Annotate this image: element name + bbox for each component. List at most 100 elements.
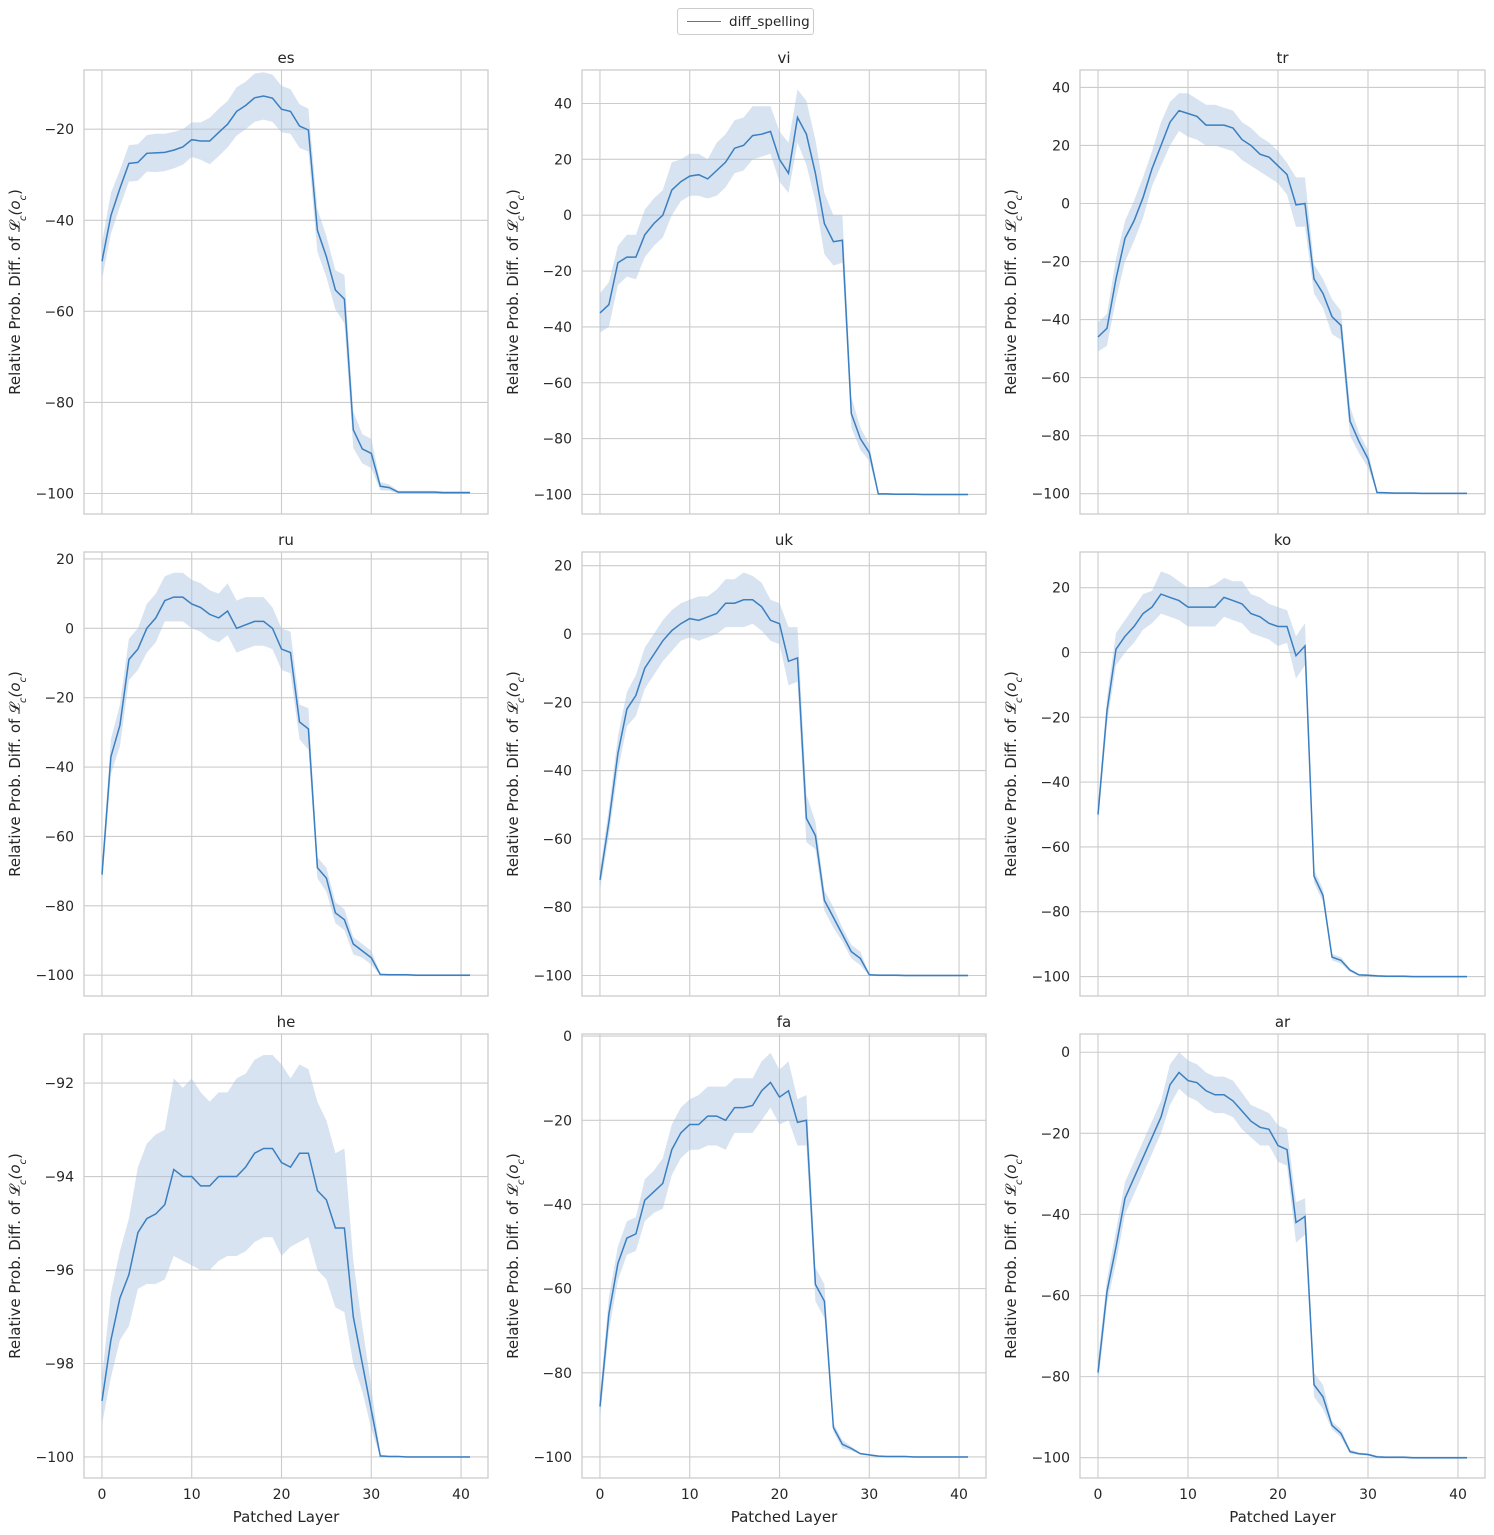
panel-vi: vi −100 −80 −60 −40 −20 0 20 40 Relative Prob. Di…: [504, 49, 987, 515]
y-tick-label: −20: [542, 695, 572, 711]
y-tick-label: 20: [554, 152, 572, 168]
y-tick-label: −80: [542, 432, 572, 448]
axes-frame: [83, 1033, 489, 1479]
y-tick-label: −60: [44, 829, 74, 845]
y-tick-label: −60: [542, 376, 572, 392]
panel-title: ko: [1274, 531, 1291, 549]
y-tick-label: −100: [36, 1450, 74, 1466]
x-tick-label: 40: [452, 1487, 470, 1503]
x-tick-label: 20: [771, 1487, 789, 1503]
x-tick-label: 0: [1094, 1487, 1103, 1503]
y-tick-label: −80: [1040, 429, 1070, 445]
y-tick-label: −100: [36, 487, 74, 503]
panel-title: es: [277, 49, 294, 67]
x-tick-label: 30: [362, 1487, 380, 1503]
y-tick-label: −98: [44, 1356, 74, 1372]
axes-frame: [83, 69, 489, 515]
y-tick-label: −40: [542, 320, 572, 336]
y-tick-label: −60: [542, 832, 572, 848]
y-tick-label: −100: [534, 969, 572, 985]
y-tick-label: −100: [36, 968, 74, 984]
y-tick-label: 40: [1052, 80, 1070, 96]
y-tick-label: −40: [44, 760, 74, 776]
confidence-band: [600, 572, 968, 977]
y-tick-label: −80: [542, 900, 572, 916]
x-tick-label: 0: [97, 1487, 106, 1503]
series-line-diff_spelling: [599, 115, 968, 496]
legend-line-swatch: [687, 21, 721, 22]
y-axis-label: Relative Prob. Diff. of 𝓛c(oc): [504, 1153, 527, 1359]
y-axis-label: Relative Prob. Diff. of 𝓛c(oc): [1002, 189, 1025, 395]
y-tick-label: −80: [542, 1366, 572, 1382]
y-tick-label: 0: [1061, 196, 1070, 212]
y-axis-label: Relative Prob. Diff. of 𝓛c(oc): [1002, 1153, 1025, 1359]
y-tick-label: 20: [1052, 138, 1070, 154]
panel-title: tr: [1276, 49, 1289, 67]
y-tick-label: −100: [1032, 487, 1070, 503]
x-tick-label: 10: [681, 1487, 699, 1503]
panel-title: vi: [777, 49, 790, 67]
x-tick-label: 30: [1359, 1487, 1377, 1503]
x-axis-label: Patched Layer: [233, 1508, 340, 1526]
y-tick-label: −60: [1040, 371, 1070, 387]
y-tick-label: −20: [44, 691, 74, 707]
y-tick-label: 0: [563, 208, 572, 224]
y-tick-label: −100: [1032, 970, 1070, 986]
y-tick-label: −80: [44, 899, 74, 915]
panel-ar: ar −100 −80 −60 −40 −20 0 0 10 20 30 40 Patched Laye…: [1002, 1013, 1486, 1526]
y-tick-label: −20: [1040, 1126, 1070, 1142]
x-tick-label: 10: [183, 1487, 201, 1503]
panel-ru: ru −100 −80 −60 −40 −20 0 20 Relative Prob. Diff…: [6, 531, 489, 997]
series-line-diff_spelling: [101, 1147, 470, 1458]
y-tick-label: −80: [44, 395, 74, 411]
y-tick-label: −60: [542, 1282, 572, 1298]
series-line-diff_spelling: [599, 599, 968, 977]
y-tick-label: 0: [563, 1029, 572, 1045]
y-tick-label: −40: [1040, 313, 1070, 329]
y-tick-label: 20: [1052, 581, 1070, 597]
panel-title: he: [277, 1013, 296, 1031]
y-tick-label: −20: [542, 1113, 572, 1129]
panel-ko: ko −100 −80 −60 −40 −20 0 20 Relative Prob. Diff…: [1002, 531, 1486, 997]
y-tick-label: −100: [1032, 1451, 1070, 1467]
confidence-band: [102, 572, 470, 977]
y-axis-label: Relative Prob. Diff. of 𝓛c(oc): [504, 189, 527, 395]
x-tick-label: 30: [860, 1487, 878, 1503]
y-tick-label: −40: [1040, 775, 1070, 791]
y-axis-label: Relative Prob. Diff. of 𝓛c(oc): [6, 189, 29, 395]
y-tick-label: −20: [542, 264, 572, 280]
y-tick-label: 0: [1061, 1045, 1070, 1061]
y-tick-label: −94: [44, 1170, 74, 1186]
series-line-diff_spelling: [599, 1081, 968, 1458]
y-tick-label: 0: [65, 621, 74, 637]
y-tick-label: −40: [542, 1197, 572, 1213]
axes-frame: [581, 551, 987, 997]
axes-frame: [1079, 69, 1486, 515]
legend-label: diff_spelling: [729, 13, 810, 30]
panel-tr: tr −100 −80 −60 −40 −20 0 20 40 Relative Prob. Di…: [1002, 49, 1486, 515]
confidence-band: [102, 1055, 470, 1457]
y-axis-label: Relative Prob. Diff. of 𝓛c(oc): [1002, 671, 1025, 877]
panel-he: he −100 −98 −96 −94 −92 0 10 20 30 40 Patched Layer…: [6, 1013, 489, 1526]
confidence-band: [1098, 93, 1467, 495]
x-axis-label: Patched Layer: [1229, 1508, 1336, 1526]
legend: diff_spelling: [677, 8, 814, 35]
y-tick-label: −20: [1040, 255, 1070, 271]
y-tick-label: −100: [534, 487, 572, 503]
series-line-diff_spelling: [101, 95, 470, 494]
y-tick-label: −80: [1040, 1370, 1070, 1386]
y-tick-label: −60: [1040, 1289, 1070, 1305]
x-tick-label: 0: [595, 1487, 604, 1503]
axes-frame: [581, 69, 987, 515]
x-tick-label: 40: [950, 1487, 968, 1503]
x-tick-label: 20: [273, 1487, 291, 1503]
y-tick-label: −40: [44, 213, 74, 229]
y-tick-label: −20: [44, 122, 74, 138]
confidence-band: [600, 1052, 968, 1458]
series-line-diff_spelling: [101, 596, 470, 976]
y-tick-label: 0: [563, 627, 572, 643]
panel-title: uk: [775, 531, 794, 549]
y-tick-label: 0: [1061, 645, 1070, 661]
y-tick-label: −100: [534, 1450, 572, 1466]
